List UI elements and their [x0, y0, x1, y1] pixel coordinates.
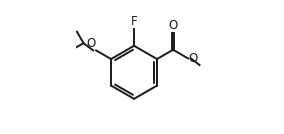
Text: F: F: [131, 15, 137, 28]
Text: O: O: [86, 37, 95, 50]
Text: O: O: [189, 52, 198, 65]
Text: O: O: [168, 19, 178, 32]
